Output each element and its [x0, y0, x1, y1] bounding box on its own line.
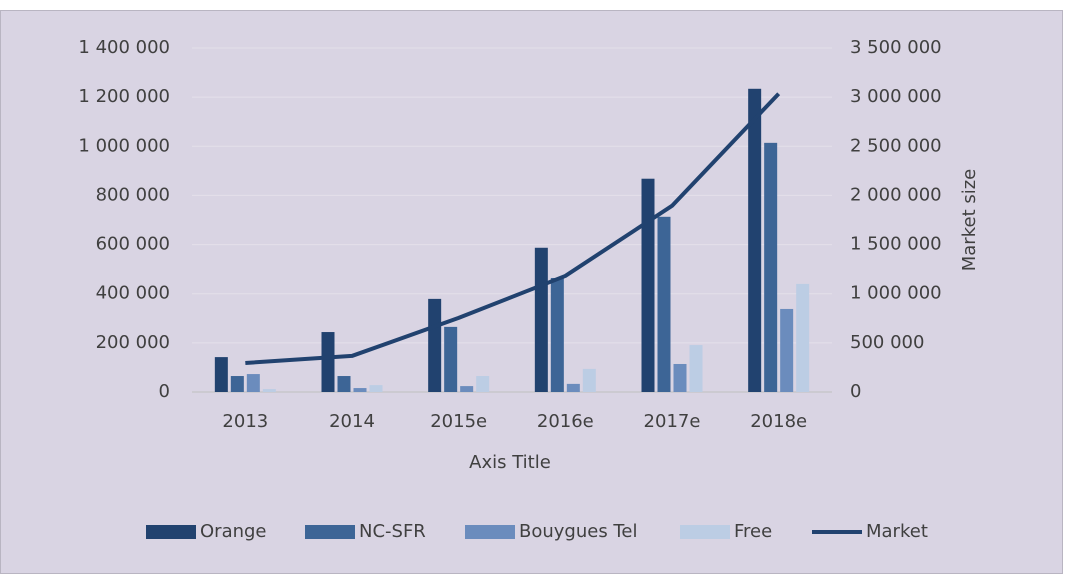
- y2-tick-label: 1 500 000: [850, 234, 942, 255]
- legend-swatch: [146, 525, 196, 539]
- x-tick-label: 2014: [329, 411, 375, 432]
- chart-background: [0, 10, 1063, 574]
- bar: [353, 388, 367, 392]
- bar: [550, 277, 564, 392]
- legend-swatch: [680, 525, 730, 539]
- bar: [369, 385, 383, 392]
- bar: [337, 376, 351, 392]
- bar: [321, 332, 335, 392]
- legend-label: Market: [866, 521, 928, 542]
- bar: [428, 298, 442, 392]
- legend-swatch: [465, 525, 515, 539]
- y2-axis-title: Market size: [959, 169, 980, 272]
- y2-tick-label: 500 000: [850, 332, 924, 353]
- legend-label: Bouygues Tel: [519, 521, 637, 542]
- x-tick-label: 2017e: [644, 411, 701, 432]
- x-axis-title: Axis Title: [469, 452, 551, 473]
- line-series: [245, 92, 781, 366]
- legend-label: NC-SFR: [359, 521, 426, 542]
- bar: [246, 374, 260, 392]
- x-tick-label: 2018e: [750, 411, 807, 432]
- y-tick-label: 1 000 000: [78, 135, 170, 156]
- bar: [476, 376, 490, 392]
- y2-tick-label: 0: [850, 381, 861, 402]
- bar: [214, 357, 228, 392]
- bar: [780, 308, 794, 392]
- x-tick-label: 2016e: [537, 411, 594, 432]
- bar: [673, 363, 687, 392]
- bar: [230, 376, 244, 392]
- y-tick-label: 0: [159, 381, 170, 402]
- y2-tick-label: 1 000 000: [850, 283, 942, 304]
- y-tick-label: 200 000: [96, 332, 170, 353]
- bar: [689, 345, 703, 392]
- y-tick-label: 1 200 000: [78, 86, 170, 107]
- x-tick-label: 2015e: [430, 411, 487, 432]
- legend-label: Orange: [200, 521, 267, 542]
- bar: [764, 142, 778, 392]
- bar: [748, 88, 762, 392]
- bar: [582, 368, 596, 392]
- x-tick-label: 2013: [222, 411, 268, 432]
- y-tick-label: 600 000: [96, 234, 170, 255]
- bar: [657, 216, 671, 392]
- legend-swatch: [305, 525, 355, 539]
- bar: [641, 178, 655, 392]
- bar: [444, 326, 458, 392]
- bar: [262, 389, 276, 392]
- y-tick-label: 1 400 000: [78, 37, 170, 58]
- y2-tick-label: 3 500 000: [850, 37, 942, 58]
- y2-tick-label: 2 000 000: [850, 184, 942, 205]
- y2-tick-label: 3 000 000: [850, 86, 942, 107]
- y2-tick-label: 2 500 000: [850, 135, 942, 156]
- y-tick-label: 800 000: [96, 184, 170, 205]
- bar: [796, 283, 810, 392]
- legend-label: Free: [734, 521, 772, 542]
- bar: [566, 383, 580, 392]
- y-tick-label: 400 000: [96, 283, 170, 304]
- bar: [534, 247, 548, 392]
- bar: [460, 386, 474, 392]
